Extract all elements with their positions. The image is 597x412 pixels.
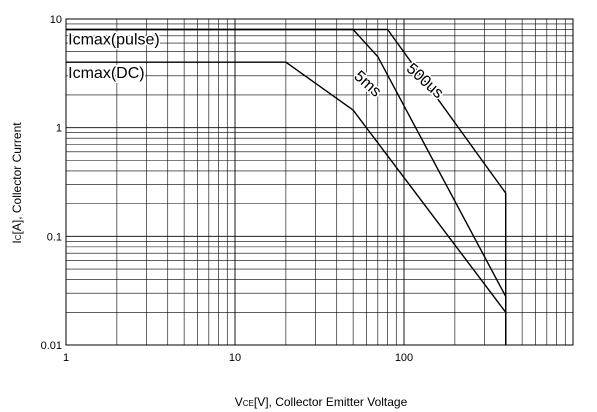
y-tick-label: 0.01 — [41, 340, 62, 352]
series-lines — [66, 28, 507, 345]
y-tick-label: 10 — [50, 14, 62, 26]
y-tick-label: 0.1 — [47, 231, 62, 243]
y-axis-label: IC[A], Collector Current — [10, 122, 24, 244]
y-tick-label: 1 — [56, 123, 62, 135]
grid-lines — [66, 19, 573, 345]
x-axis-label: VCE[V], Collector Emitter Voltage — [235, 395, 408, 409]
x-tick-label: 10 — [229, 352, 241, 364]
plot-frame — [65, 18, 574, 346]
tick-labels: 1 10 100 0.01 0.1 1 10 — [41, 14, 414, 364]
annotation-icmax-dc: Icmax(DC) — [68, 65, 144, 82]
x-tick-label: 1 — [63, 352, 69, 364]
x-tick-label: 100 — [395, 352, 413, 364]
series-line-500us — [66, 28, 507, 345]
annotation-icmax-pulse: Icmax(pulse) — [68, 32, 160, 49]
